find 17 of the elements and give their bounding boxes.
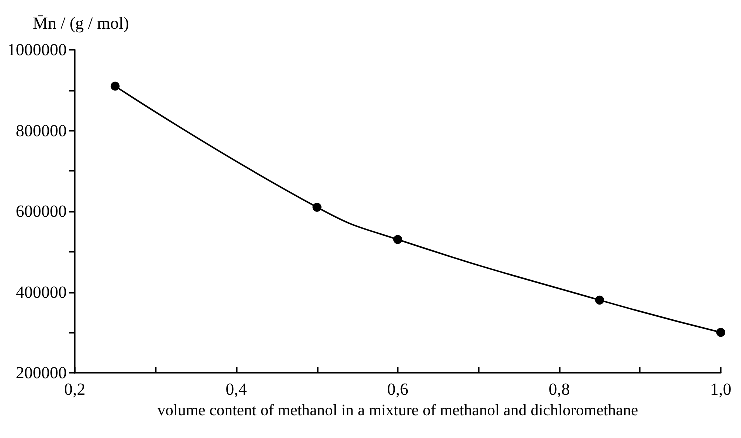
x-tick-label: 0,8 (548, 380, 570, 399)
x-tick-label: 0,2 (64, 380, 86, 399)
point (110, 82, 120, 91)
x-axis-title: volume content of methanol in a mixture of methanol and dichloromethane (158, 402, 638, 420)
point (595, 296, 604, 305)
y-axis-title: M̄n / (g / mol) (33, 14, 130, 33)
point (312, 202, 322, 212)
x-tick-label: 0,6 (387, 380, 409, 399)
x-tick-label: 0,4 (226, 380, 248, 399)
y-tick-label: 400000 (16, 282, 67, 302)
y-tick-label: 600000 (16, 202, 67, 221)
point (716, 328, 726, 338)
y-tick-label: 200000 (16, 364, 67, 382)
point (394, 235, 402, 244)
x-tick-label: 1,0 (710, 380, 732, 399)
y-tick-label: 1000000 (8, 40, 67, 60)
y-tick-label: 800000 (16, 121, 67, 140)
